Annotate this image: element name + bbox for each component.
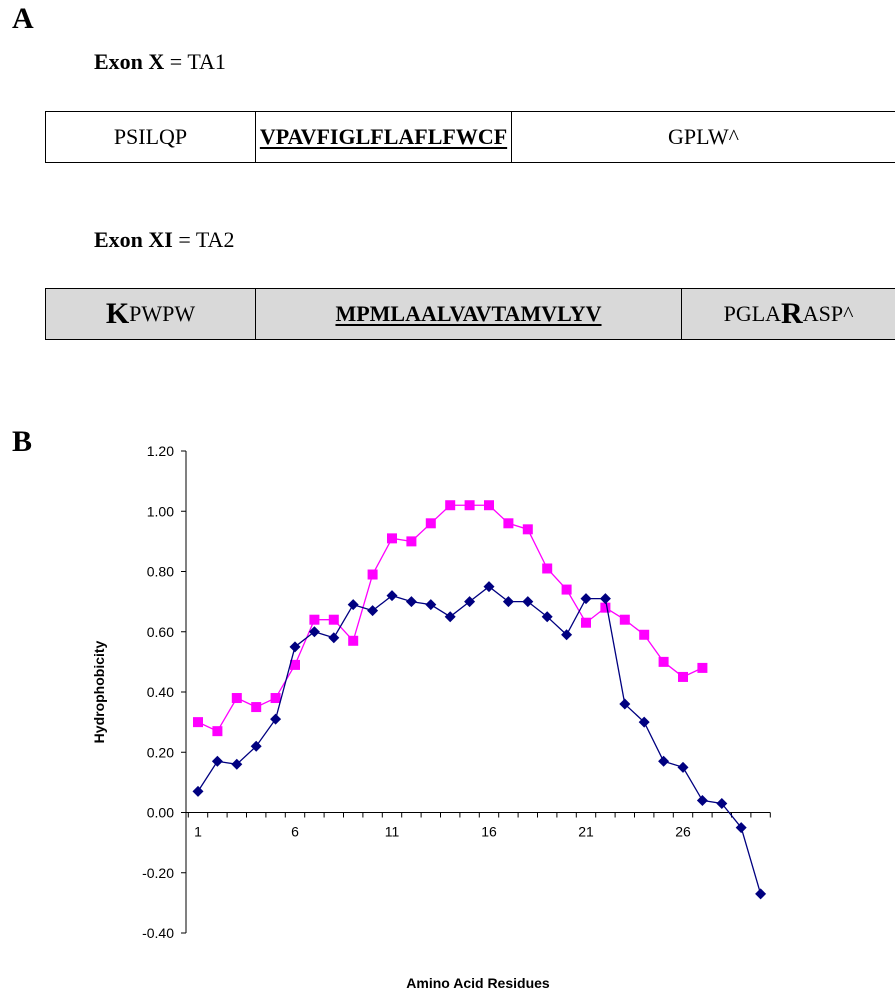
- y-tick-label: 0.00: [147, 805, 174, 821]
- exon-x-cell-3: GPLW^: [511, 112, 895, 162]
- series-2-point: [619, 698, 631, 710]
- y-tick-label: 1.20: [147, 443, 174, 459]
- series-1-point: [600, 602, 611, 613]
- x-tick-label: 1: [194, 824, 202, 840]
- series-2-point: [367, 605, 379, 617]
- exon-x-value: TA1: [187, 49, 226, 74]
- series-1-point: [387, 533, 397, 544]
- series-2-point: [250, 740, 262, 752]
- series-1-point: [367, 569, 378, 580]
- exon-xi-cell-1-big: K: [105, 297, 130, 330]
- series-1-point: [348, 635, 359, 646]
- series-2-point: [561, 629, 573, 641]
- exon-xi-cell-1-rest: PWPW: [129, 301, 196, 326]
- series-1-point: [464, 500, 475, 511]
- series-2-point: [405, 596, 417, 608]
- series-2-point: [658, 755, 670, 767]
- series-2-point: [347, 599, 359, 611]
- y-tick-label: -0.40: [142, 925, 174, 941]
- series-2-point: [386, 590, 398, 602]
- series-1-point: [231, 693, 242, 704]
- series-2-point: [328, 632, 340, 644]
- exon-xi-sequence-table: K PWPW MPMLAALVAVTAMVLYV PGLA R ASP^: [45, 288, 895, 340]
- exon-xi-cell-3-pre: PGLA: [723, 301, 782, 326]
- y-tick-label: 0.40: [147, 684, 174, 700]
- x-axis-title: Amino Acid Residues: [406, 975, 550, 991]
- exon-xi-cell-2: MPMLAALVAVTAMVLYV: [255, 289, 681, 339]
- exon-x-heading: Exon X = TA1: [94, 49, 226, 75]
- series-1-point: [678, 671, 688, 682]
- series-2-point: [211, 755, 223, 767]
- panel-a-label: A: [12, 2, 34, 35]
- x-tick-label: 16: [481, 824, 497, 840]
- exon-x-name: Exon X: [94, 49, 165, 74]
- y-tick-label: 0.80: [147, 564, 174, 580]
- series-1-point: [484, 500, 494, 511]
- series-2-point: [522, 596, 534, 608]
- series-1-point: [212, 726, 223, 737]
- series-2-point: [231, 758, 243, 770]
- exon-xi-heading: Exon XI = TA2: [94, 227, 234, 253]
- exon-x-sequence-table: PSILQP VPAVFIGLFLAFLFWCF GPLW^: [45, 111, 895, 163]
- y-axis-title: Hydrophobicity: [91, 640, 107, 743]
- series-1-point: [445, 500, 456, 511]
- series-2-point: [444, 611, 456, 623]
- exon-xi-cell-1: K PWPW: [46, 289, 255, 339]
- series-2-point: [192, 785, 204, 797]
- series-1-point: [270, 693, 281, 704]
- exon-x-cell-1: PSILQP: [113, 124, 188, 149]
- series-1-point: [561, 584, 572, 595]
- series-1-point: [503, 518, 514, 529]
- series-2-point: [308, 626, 320, 638]
- y-tick-label: 0.20: [147, 744, 174, 760]
- series-1-point: [522, 524, 533, 535]
- series-1-point: [406, 536, 417, 547]
- series-2-point: [599, 593, 611, 605]
- series-2-point: [696, 794, 708, 806]
- series-1-point: [581, 617, 591, 628]
- series-2-point: [289, 641, 301, 653]
- exon-xi-name: Exon XI: [94, 227, 173, 252]
- series-1-point: [328, 614, 339, 625]
- series-1-point: [290, 659, 300, 670]
- series-2-point: [677, 761, 689, 773]
- series-1-point: [309, 614, 320, 625]
- series-1-point: [697, 662, 708, 673]
- exon-x-cell-2: VPAVFIGLFLAFLFWCF: [255, 112, 511, 162]
- series-1-point: [639, 629, 650, 640]
- series-1-point: [193, 717, 203, 728]
- series-2-point: [541, 611, 553, 623]
- series-2-point: [716, 797, 728, 809]
- panel-b-label: B: [12, 425, 33, 458]
- series-2-point: [638, 716, 650, 728]
- series-2-line: [197, 585, 762, 895]
- exon-xi-cell-3-post: ASP^: [802, 301, 854, 326]
- series-1-point: [425, 518, 436, 529]
- y-tick-label: 0.60: [147, 624, 174, 640]
- series-2-point: [464, 596, 476, 608]
- x-tick-label: 11: [385, 824, 400, 840]
- exon-xi-equals: =: [172, 227, 196, 252]
- exon-xi-value: TA2: [195, 227, 235, 252]
- x-tick-label: 6: [291, 824, 299, 840]
- x-tick-label: 21: [578, 824, 594, 840]
- series-2-point: [755, 888, 767, 900]
- series-2-point: [735, 822, 747, 834]
- y-tick-label: 1.00: [147, 503, 174, 519]
- series-2-point: [502, 596, 514, 608]
- series-2-point: [425, 599, 437, 611]
- exon-x-equals: =: [164, 49, 188, 74]
- series-2-point: [580, 593, 592, 605]
- series-1-point: [251, 702, 262, 713]
- series-1-point: [619, 614, 630, 625]
- exon-xi-cell-3: PGLA R ASP^: [681, 289, 895, 339]
- x-tick-label: 26: [675, 824, 691, 840]
- series-1-point: [658, 656, 669, 667]
- series-2-point: [483, 581, 495, 593]
- series-2-point: [270, 713, 282, 725]
- exon-xi-cell-3-big: R: [781, 297, 803, 330]
- y-tick-label: -0.20: [142, 865, 174, 881]
- series-1-point: [542, 563, 553, 574]
